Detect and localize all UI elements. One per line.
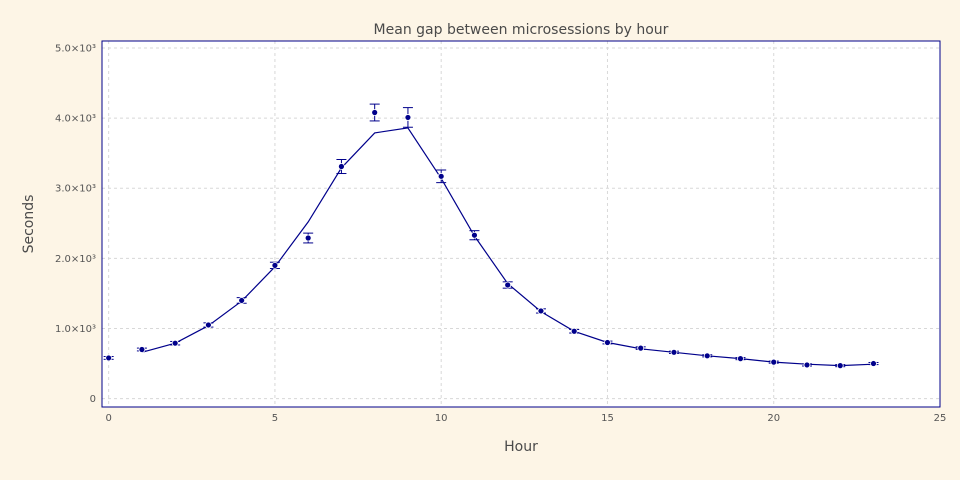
- data-point-group: [236, 297, 247, 304]
- data-point-group: [103, 354, 114, 362]
- data-point-group: [369, 103, 380, 122]
- data-point-group: [203, 321, 214, 329]
- data-point-group: [269, 261, 280, 270]
- data-point-group: [668, 348, 679, 356]
- plot-border: [101, 40, 941, 408]
- data-point-group: [602, 339, 613, 346]
- data-point-group: [801, 361, 812, 369]
- data-point: [836, 362, 844, 370]
- x-tick-label: 25: [934, 413, 947, 424]
- data-point: [338, 163, 345, 170]
- tick-labels: 0 5 10 15 20 25 0 1.0×10³ 2.0×10³ 3.0×10³ 4.0×10³ 5…: [55, 44, 946, 424]
- data-point: [138, 346, 146, 353]
- x-tick-label: 5: [272, 413, 278, 424]
- data-point: [737, 355, 744, 363]
- y-tick-label: 1.0×10³: [55, 324, 96, 335]
- data-point: [637, 344, 645, 352]
- y-axis-label: Seconds: [21, 195, 37, 254]
- data-point: [404, 114, 412, 121]
- x-tick-label: 10: [435, 413, 448, 424]
- data-point-group: [469, 230, 480, 241]
- data-point-group: [170, 339, 181, 347]
- data-point: [205, 321, 212, 329]
- data-point: [471, 231, 478, 239]
- data-point-group: [535, 307, 546, 315]
- data-point-group: [569, 327, 580, 335]
- data-point: [105, 354, 113, 362]
- data-point: [371, 109, 379, 116]
- x-axis-label: Hour: [504, 439, 538, 455]
- data-point-group: [702, 352, 713, 360]
- data-point: [304, 234, 312, 242]
- y-tick-label: 2.0×10³: [55, 254, 96, 265]
- data-point-group: [303, 232, 314, 244]
- x-tick-label: 20: [767, 413, 780, 424]
- y-tick-label: 4.0×10³: [55, 114, 96, 125]
- x-tick-label: 15: [601, 413, 614, 424]
- data-point-group: [402, 107, 413, 128]
- series-layer: [103, 103, 879, 370]
- data-point-group: [336, 158, 347, 175]
- data-point: [171, 339, 179, 347]
- data-point: [803, 361, 811, 369]
- data-point: [703, 352, 711, 360]
- data-point-group: [502, 281, 513, 289]
- data-point-group: [635, 344, 646, 352]
- data-point-group: [735, 355, 746, 363]
- data-point-group: [436, 169, 447, 184]
- grid-lines: [102, 41, 941, 407]
- data-point: [504, 281, 512, 289]
- data-point-group: [136, 346, 147, 353]
- data-point-group: [835, 362, 846, 370]
- data-point: [670, 348, 678, 356]
- data-point: [870, 360, 877, 367]
- data-point: [604, 339, 611, 346]
- y-tick-label: 0: [90, 394, 96, 405]
- data-point: [537, 307, 545, 315]
- y-tick-label: 5.0×10³: [55, 44, 96, 55]
- y-tick-label: 3.0×10³: [55, 184, 96, 195]
- data-point: [570, 327, 578, 335]
- chart-title: Mean gap between microsessions by hour: [374, 22, 669, 38]
- data-point: [238, 297, 246, 304]
- x-tick-label: 0: [105, 413, 111, 424]
- data-point: [271, 261, 279, 269]
- plot-area: [102, 41, 940, 407]
- data-point-group: [868, 360, 879, 367]
- data-point: [770, 358, 778, 366]
- data-point-group: [768, 358, 779, 366]
- data-point: [437, 172, 445, 180]
